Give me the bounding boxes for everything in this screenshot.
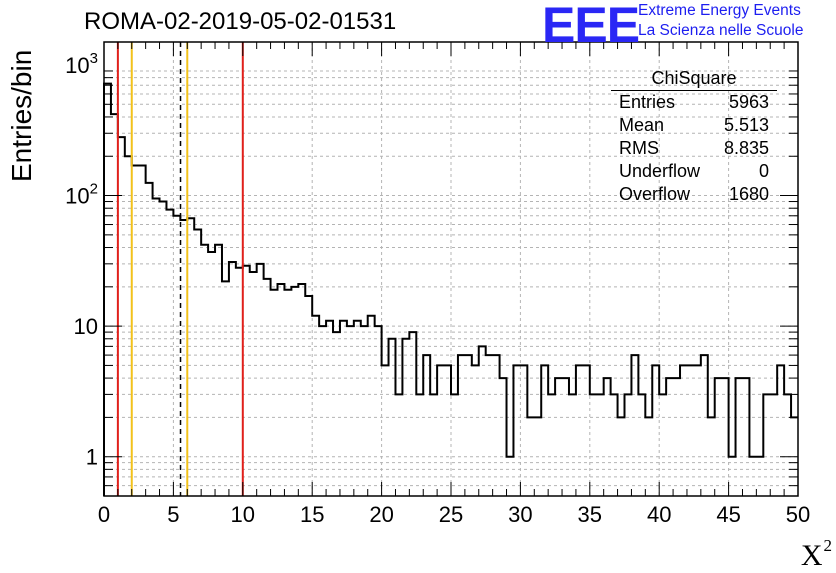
x-tick-label: 30	[508, 502, 532, 527]
x-tick-label: 20	[369, 502, 393, 527]
grid-lines	[104, 42, 798, 496]
stats-value: 5963	[728, 92, 769, 112]
x-axis-label-exponent: 2	[823, 536, 833, 555]
y-tick-label: 103	[65, 50, 98, 78]
stats-value: 0	[758, 161, 769, 181]
x-tick-label: 35	[578, 502, 602, 527]
y-tick-label: 10	[74, 314, 98, 339]
stats-value: 5.513	[723, 115, 769, 135]
y-tick-label-exponent: 3	[90, 50, 98, 67]
y-tick-label-exponent: 2	[90, 181, 98, 198]
histogram-line	[103, 82, 798, 496]
y-tick-label-base: 10	[65, 53, 89, 78]
stats-row-overflow: Overflow 1680	[611, 183, 777, 206]
stats-value: 1680	[728, 184, 769, 204]
stats-label: Entries	[619, 92, 676, 112]
axis-ticks	[103, 42, 799, 496]
stats-box: ChiSquare Entries 5963 Mean 5.513 RMS 8.835…	[611, 66, 777, 206]
run-title: ROMA-02-2019-05-02-01531	[84, 8, 397, 35]
stats-label: RMS	[619, 138, 659, 158]
eee-logo: EEE	[542, 0, 640, 53]
histogram-series	[103, 82, 798, 496]
x-tick-label: 40	[647, 502, 671, 527]
x-tick-label: 15	[300, 502, 324, 527]
stats-row-entries: Entries 5963	[611, 91, 777, 114]
x-tick-label: 0	[98, 502, 110, 527]
stats-value: 8.835	[723, 138, 769, 158]
x-tick-label: 50	[786, 502, 810, 527]
stats-row-rms: RMS 8.835	[611, 137, 777, 160]
stats-title: ChiSquare	[611, 66, 777, 91]
stats-row-mean: Mean 5.513	[611, 114, 777, 137]
y-tick-label: 102	[65, 181, 98, 209]
stats-label: Overflow	[619, 184, 691, 204]
x-axis-label: X2	[801, 536, 832, 573]
stats-label: Mean	[619, 115, 665, 135]
y-tick-label: 1	[86, 445, 98, 470]
plot-frame	[103, 41, 799, 497]
stats-label: Underflow	[619, 161, 701, 181]
y-tick-label-base: 10	[65, 184, 89, 209]
y-axis-label: Entries/bin	[6, 49, 37, 182]
x-tick-label: 25	[439, 502, 463, 527]
x-tick-label: 10	[231, 502, 255, 527]
marker-lines	[116, 42, 244, 496]
x-axis-label-base: X	[800, 539, 823, 572]
x-tick-label: 5	[167, 502, 179, 527]
logo-line-2: La Scienza nelle Scuole	[638, 22, 804, 39]
x-tick-label: 45	[716, 502, 740, 527]
logo-line-1: Extreme Energy Events	[638, 2, 801, 19]
stats-row-underflow: Underflow 0	[611, 160, 777, 183]
